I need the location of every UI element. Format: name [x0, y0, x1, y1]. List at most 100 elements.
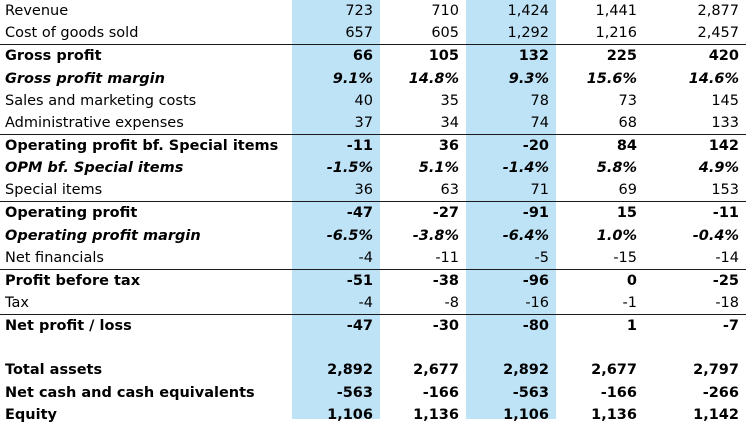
- row-label: Special items: [5, 182, 103, 199]
- table-row: Gross profit 66 105 132 225 420: [0, 44, 746, 68]
- cell-value: -27: [380, 201, 466, 225]
- cell-value: 1,106: [503, 406, 549, 423]
- row-label: Cost of goods sold: [5, 25, 139, 42]
- cell-value: 153: [711, 182, 739, 199]
- row-label: Equity: [5, 406, 57, 423]
- table-row: Administrative expenses 37 34 74 68 133: [0, 112, 746, 135]
- table-row: Tax -4 -8 -16 -1 -18: [0, 292, 746, 315]
- cell-value: -20: [466, 134, 556, 158]
- cell-value: 1,142: [693, 406, 739, 423]
- cell-value: [556, 337, 644, 359]
- cell-value: -25: [644, 268, 746, 292]
- row-label: OPM bf. Special items: [5, 160, 184, 177]
- cell-value: 1,292: [507, 25, 549, 42]
- cell-value: [380, 337, 466, 359]
- cell-value: 133: [711, 115, 739, 132]
- cell-value: -563: [336, 384, 373, 401]
- table-row: Revenue 723 710 1,424 1,441 2,877: [0, 0, 746, 22]
- row-label: Sales and marketing costs: [5, 92, 197, 109]
- row-label: Revenue: [5, 3, 69, 20]
- table-row: Operating profit bf. Special items -11 36-…: [0, 134, 746, 158]
- row-label: Total assets: [5, 362, 103, 379]
- cell-value: -166: [600, 384, 637, 401]
- row-label: Tax: [5, 294, 29, 311]
- cell-value: 2,457: [697, 25, 739, 42]
- row-label: Administrative expenses: [5, 115, 184, 132]
- cell-value: [292, 337, 380, 359]
- cell-value: 1,216: [595, 25, 637, 42]
- cell-value: [644, 337, 746, 359]
- cell-value: 225: [556, 44, 644, 68]
- row-label: Operating profit margin: [5, 227, 201, 244]
- cell-value: -0.4%: [692, 227, 739, 244]
- cell-value: 1,136: [591, 406, 637, 423]
- cell-value: -30: [380, 313, 466, 337]
- cell-value: 14.6%: [688, 70, 739, 87]
- cell-value: -18: [715, 294, 739, 311]
- cell-value: 14.8%: [408, 70, 459, 87]
- cell-value: 66: [292, 44, 380, 68]
- cell-value: -14: [715, 249, 739, 266]
- cell-value: -1: [622, 294, 637, 311]
- table-row: Net financials -4 -11 -5 -15 -14: [0, 247, 746, 270]
- cell-value: 2,677: [413, 362, 459, 379]
- row-label: Profit before tax: [0, 268, 292, 292]
- cell-value: -4: [358, 249, 373, 266]
- cell-value: 142: [644, 134, 746, 158]
- row-label: Net financials: [5, 249, 104, 266]
- cell-value: -7: [644, 313, 746, 337]
- table-row: Net cash and cash equivalents -563 -166 -56…: [0, 381, 746, 403]
- cell-value: 73: [618, 92, 637, 109]
- table-row: Gross profit margin 9.1% 14.8% 9.3% 15.6% 14.…: [0, 67, 746, 89]
- cell-value: -166: [422, 384, 459, 401]
- cell-value: -6.4%: [502, 227, 549, 244]
- cell-value: 1,424: [507, 3, 549, 20]
- cell-value: 84: [556, 134, 644, 158]
- cell-value: 2,677: [591, 362, 637, 379]
- cell-value: 15.6%: [586, 70, 637, 87]
- cell-value: 1,106: [327, 406, 373, 423]
- cell-value: 145: [711, 92, 739, 109]
- row-label: Gross profit margin: [5, 70, 165, 87]
- cell-value: 1: [556, 313, 644, 337]
- row-label: Gross profit: [0, 44, 292, 68]
- cell-value: 9.1%: [332, 70, 373, 87]
- cell-value: -91: [466, 201, 556, 225]
- cell-value: 723: [345, 3, 373, 20]
- table-row: Special items 36 63 71 69 153: [0, 179, 746, 202]
- cell-value: 40: [354, 92, 373, 109]
- cell-value: -1.4%: [502, 160, 549, 177]
- cell-value: 71: [530, 182, 549, 199]
- cell-value: 2,877: [697, 3, 739, 20]
- table-row: [0, 337, 746, 359]
- cell-value: 34: [440, 115, 459, 132]
- cell-value: 657: [345, 25, 373, 42]
- cell-value: 5.1%: [418, 160, 459, 177]
- cell-value: 5.8%: [596, 160, 637, 177]
- cell-value: 63: [440, 182, 459, 199]
- cell-value: 1,441: [595, 3, 637, 20]
- cell-value: -8: [444, 294, 459, 311]
- cell-value: 2,797: [693, 362, 739, 379]
- table-row: Net profit / loss -47 -30 -80 1 -7: [0, 313, 746, 337]
- cell-value: -266: [702, 384, 739, 401]
- cell-value: -96: [466, 268, 556, 292]
- table-row: Profit before tax -51 -38 -96 0 -25: [0, 268, 746, 292]
- cell-value: -11: [435, 249, 459, 266]
- cell-value: 37: [354, 115, 373, 132]
- table-row: Sales and marketing costs 40 35 78 73 145: [0, 90, 746, 112]
- cell-value: -11: [292, 134, 380, 158]
- row-label: Net cash and cash equivalents: [5, 384, 255, 401]
- cell-value: -47: [292, 201, 380, 225]
- cell-value: 68: [618, 115, 637, 132]
- cell-value: 35: [440, 92, 459, 109]
- cell-value: 1,136: [413, 406, 459, 423]
- table-row: Operating profit -47 -27 -91 15 -11: [0, 201, 746, 225]
- cell-value: 78: [530, 92, 549, 109]
- cell-value: 105: [380, 44, 466, 68]
- row-label: Operating profit: [0, 201, 292, 225]
- cell-value: -563: [512, 384, 549, 401]
- cell-value: 15: [556, 201, 644, 225]
- cell-value: 36: [380, 134, 466, 158]
- cell-value: -80: [466, 313, 556, 337]
